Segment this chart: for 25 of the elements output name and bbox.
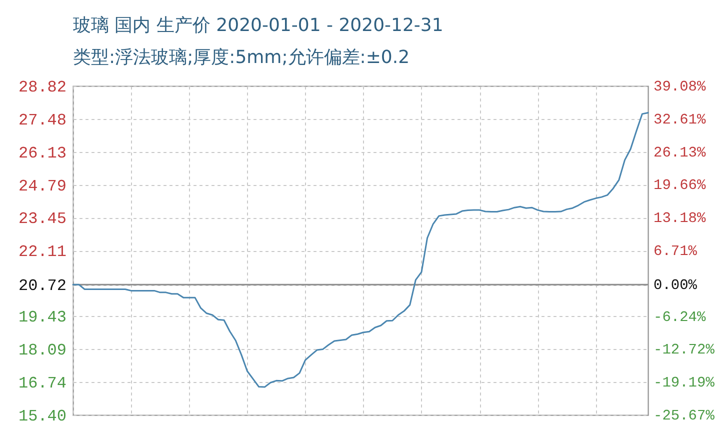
y-tick-label: 24.79 [18, 177, 66, 196]
y-tick-label: 18.09 [18, 342, 66, 360]
y2-tick-label: 6.71% [654, 244, 698, 260]
y2-tick-label: -12.72% [654, 342, 715, 359]
y-tick-label: 26.13 [18, 144, 66, 162]
y-tick-label: 23.45 [18, 210, 66, 228]
y2-tick-label: 13.18% [654, 211, 706, 228]
y-tick-label: 27.48 [18, 111, 66, 130]
y2-tick-label: 0.00% [654, 278, 698, 294]
y2-tick-label: 26.13% [654, 145, 706, 162]
y2-tick-label: 39.08% [654, 80, 706, 96]
line-series [72, 112, 649, 388]
chart-subtitle: 类型:浮法玻璃;厚度:5mm;允许偏差:±0.2 [73, 47, 410, 68]
y-tick-label: 20.72 [18, 277, 66, 296]
y-tick-label: 16.74 [18, 374, 66, 393]
y2-tick-label: -25.67% [654, 408, 715, 424]
y-tick-label: 19.43 [18, 308, 66, 327]
y-tick-label: 22.11 [18, 243, 66, 261]
y-tick-label: 15.40 [18, 408, 66, 426]
chart-title: 玻璃 国内 生产价 2020-01-01 - 2020-12-31 [73, 15, 444, 36]
y2-tick-label: 32.61% [654, 112, 706, 128]
y-tick-label: 28.82 [18, 78, 66, 96]
y2-tick-label: -6.24% [654, 310, 706, 326]
y2-tick-label: -19.19% [654, 376, 715, 392]
y2-tick-label: 19.66% [654, 178, 706, 194]
